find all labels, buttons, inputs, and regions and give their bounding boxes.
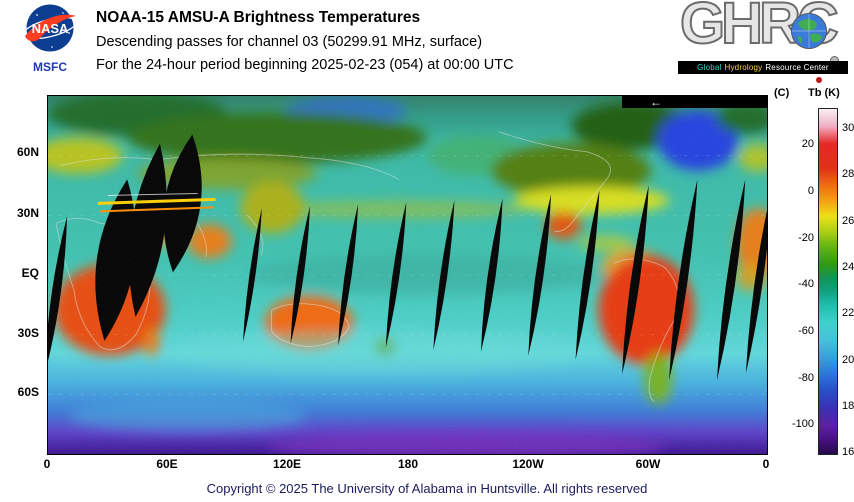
- lat-tick-30n: 30N: [16, 206, 39, 220]
- colorbar-k-220: 220: [842, 307, 854, 319]
- brightness-temperature-map: [47, 95, 768, 455]
- colorbar-c-n40: -40: [798, 278, 814, 290]
- global-map-image: [48, 96, 767, 454]
- globe-icon: [790, 12, 828, 50]
- ghrc-pin-icon: [816, 77, 822, 83]
- top-data-gap-strip: ←: [622, 95, 768, 108]
- colorbar-c-n60: -60: [798, 325, 814, 337]
- lon-tick-180: 180: [397, 457, 419, 471]
- colorbar-k-160: 160: [842, 446, 854, 458]
- lon-tick-120w: 120W: [512, 457, 544, 471]
- colorbar-k-280: 280: [842, 168, 854, 180]
- colorbar-c-0: 0: [807, 185, 814, 197]
- lat-tick-60n: 60N: [16, 145, 39, 159]
- subtitle-period: For the 24-hour period beginning 2025-02…: [96, 57, 514, 73]
- nasa-logo: NASA MSFC: [8, 3, 92, 74]
- lat-tick-60s: 60S: [17, 385, 39, 399]
- swath-direction-arrow-icon: ←: [650, 94, 662, 109]
- colorbar-k-300: 300: [842, 122, 854, 134]
- nasa-wordmark: NASA: [32, 21, 69, 36]
- nasa-insignia-icon: NASA: [23, 4, 77, 52]
- msfc-label: MSFC: [33, 60, 67, 74]
- header-titles: NOAA-15 AMSU-A Brightness Temperatures D…: [96, 9, 514, 80]
- lon-tick-120e: 120E: [272, 457, 302, 471]
- lat-tick-30s: 30S: [17, 326, 39, 340]
- colorbar-k-200: 200: [842, 354, 854, 366]
- colorbar-unit-celsius: (C): [774, 87, 790, 99]
- lat-tick-eq: EQ: [21, 266, 39, 280]
- ghrc-banner-word-hydrology: Hydrology: [724, 63, 763, 72]
- colorbar-c-n20: -20: [798, 232, 814, 244]
- lon-tick-0a: 0: [43, 457, 51, 471]
- colorbar-unit-kelvin: Tb (K): [808, 87, 840, 99]
- ghrc-banner-word-global: Global: [697, 63, 722, 72]
- ghrc-banner-word-resource-center: Resource Center: [765, 63, 829, 72]
- colorbar-c-n80: -80: [798, 372, 814, 384]
- lon-tick-0b: 0: [762, 457, 770, 471]
- lon-tick-60w: 60W: [635, 457, 661, 471]
- subtitle-channel: Descending passes for channel 03 (50299.…: [96, 34, 483, 50]
- copyright-notice: Copyright © 2025 The University of Alaba…: [206, 481, 648, 496]
- colorbar-c-20: 20: [801, 138, 814, 150]
- colorbar-k-240: 240: [842, 261, 854, 273]
- ghrc-logo: GHRC Global Hydrology Resource Center: [678, 0, 850, 88]
- ghrc-banner: Global Hydrology Resource Center: [678, 61, 848, 74]
- page-title: NOAA-15 AMSU-A Brightness Temperatures: [96, 9, 421, 26]
- lon-tick-60e: 60E: [156, 457, 178, 471]
- colorbar-k-260: 260: [842, 215, 854, 227]
- colorbar-c-n100: -100: [791, 418, 814, 430]
- colorbar-k-180: 180: [842, 400, 854, 412]
- colorbar-gradient: [818, 108, 838, 455]
